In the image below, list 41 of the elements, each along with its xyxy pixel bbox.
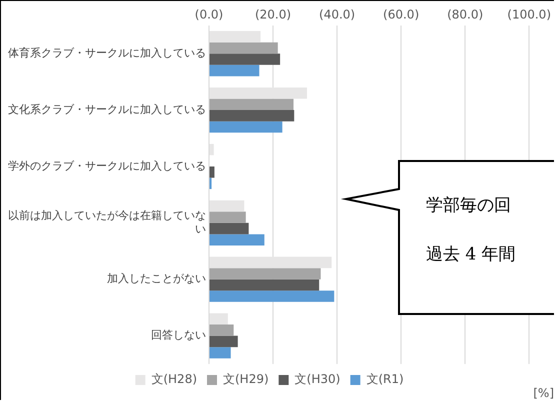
y-tick-label: 加入したことがない	[107, 272, 206, 286]
bar	[210, 256, 332, 268]
bar	[210, 98, 294, 110]
bar	[210, 347, 231, 358]
bar	[210, 324, 234, 336]
bar	[210, 110, 294, 122]
y-tick-label: 学外のクラブ・サークルに加入している	[8, 159, 206, 172]
y-tick-label: 回答しない	[151, 328, 206, 342]
x-tick-label: (60.0)	[383, 7, 420, 22]
legend-label: 文(H28)	[151, 372, 198, 386]
y-tick-label: 体育系クラブ・サークルに加入している	[8, 46, 206, 60]
bar	[210, 313, 228, 324]
x-tick-label: (100.0)	[507, 7, 551, 22]
bar	[210, 234, 264, 246]
bar	[210, 222, 249, 234]
x-tick-label: (20.0)	[254, 7, 292, 22]
bar	[210, 121, 282, 133]
bar	[210, 279, 320, 291]
x-axis-title: [%]	[533, 386, 554, 400]
y-tick-label: 以前は加入していたが今は在籍していない	[8, 209, 206, 236]
legend-label: 文(R1)	[366, 372, 404, 386]
y-tick-label: 文化系クラブ・サークルに加入している	[8, 102, 206, 116]
x-tick-label: (0.0)	[194, 7, 224, 22]
bar	[210, 64, 260, 76]
x-tick-label: (40.0)	[319, 7, 356, 22]
bar	[210, 212, 246, 223]
bar	[210, 200, 244, 212]
annotation: 学部毎の回	[426, 195, 511, 216]
legend-label: 文(H30)	[294, 372, 340, 386]
bar	[210, 336, 238, 348]
bar	[210, 87, 307, 99]
bar	[210, 31, 261, 42]
x-tick-label: (80.0)	[447, 7, 484, 22]
bar	[210, 144, 214, 156]
bar	[210, 42, 278, 54]
bar	[210, 166, 214, 178]
bar	[210, 290, 334, 302]
bar	[210, 54, 280, 65]
bar	[210, 268, 321, 280]
annotation: 過去 4 年間	[426, 244, 516, 264]
legend-label: 文(H29)	[223, 372, 269, 386]
